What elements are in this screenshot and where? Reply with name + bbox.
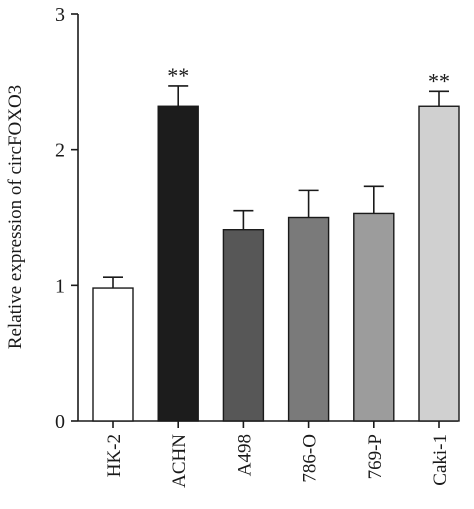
bar-caki-1 bbox=[418, 105, 460, 422]
x-tick-label: 786-O bbox=[300, 434, 321, 483]
y-tick-label: 0 bbox=[55, 411, 65, 433]
chart-labels: HK-2 ACHN ** A498 786-O 769-P Caki-1 ** bbox=[104, 63, 451, 488]
x-tick-label: A498 bbox=[234, 434, 255, 476]
x-tick-label: ACHN bbox=[169, 434, 190, 488]
y-tick-label: 3 bbox=[55, 4, 65, 26]
bar-achn bbox=[157, 105, 199, 422]
chart-axes: 0 1 2 3 bbox=[55, 4, 458, 433]
x-tick-label: HK-2 bbox=[104, 434, 125, 477]
significance-label: ** bbox=[167, 63, 189, 88]
bar-786-o bbox=[287, 216, 330, 422]
bar-769-p bbox=[353, 212, 395, 422]
x-tick-label: 769-P bbox=[365, 434, 386, 479]
significance-label: ** bbox=[428, 68, 450, 93]
bar-a498 bbox=[222, 229, 265, 422]
y-tick-label: 2 bbox=[55, 140, 65, 162]
y-tick-label: 1 bbox=[55, 275, 65, 297]
chart-bars bbox=[92, 85, 460, 422]
bar-hk-2 bbox=[92, 287, 134, 422]
x-tick-label: Caki-1 bbox=[430, 434, 451, 486]
y-axis-title: Relative expression of circFOXO3 bbox=[5, 85, 26, 349]
